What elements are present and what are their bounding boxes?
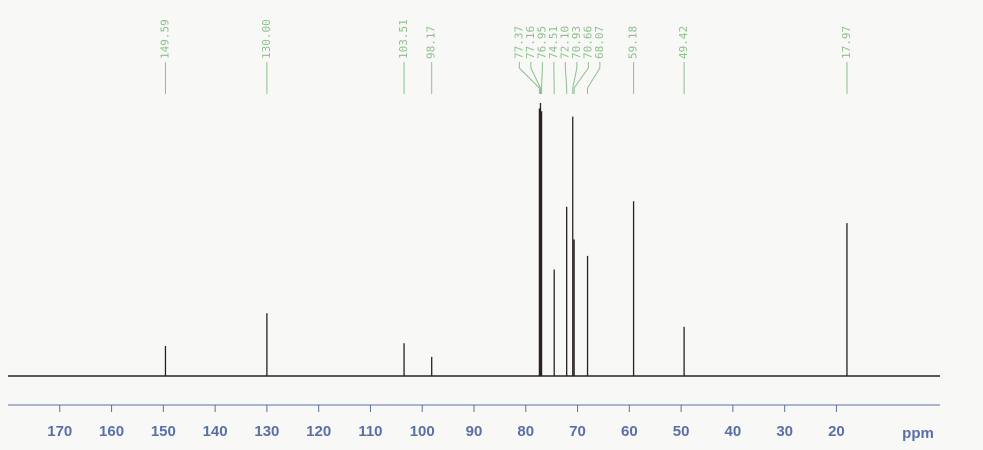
x-axis-label: ppm [902, 425, 934, 442]
peak-label: 74.51 [547, 26, 560, 59]
peak-label: 49.42 [677, 26, 690, 59]
x-tick-label: 130 [254, 423, 279, 440]
x-tick-label: 110 [358, 423, 382, 440]
x-tick-label: 50 [673, 423, 690, 440]
peak-label: 77.37 [512, 26, 525, 59]
peak-label: 149.59 [158, 19, 171, 59]
x-tick-label: 100 [410, 423, 435, 440]
peak-leader [541, 62, 543, 94]
peak-label: 17.97 [840, 26, 853, 59]
x-tick-label: 120 [306, 423, 331, 440]
peak-leader [518, 62, 540, 94]
x-tick-label: 20 [828, 423, 845, 440]
x-tick-label: 70 [569, 423, 586, 440]
x-tick-label: 30 [776, 423, 793, 440]
peak-leader [572, 62, 578, 94]
x-tick-label: 80 [517, 423, 534, 440]
peak-leader [530, 62, 541, 94]
peak-label: 72.10 [558, 26, 571, 59]
peak-label: 70.93 [570, 26, 583, 59]
peak-leader [564, 62, 568, 94]
peak-label: 77.16 [524, 26, 537, 59]
peak-label: 98.17 [425, 26, 438, 59]
x-tick-label: 150 [151, 423, 176, 440]
x-tick-label: 90 [466, 423, 483, 440]
peak-label: 59.18 [627, 26, 640, 59]
x-tick-label: 140 [203, 423, 228, 440]
peak-label: 70.66 [581, 26, 594, 59]
x-tick-label: 40 [725, 423, 742, 440]
peak-leader [587, 62, 601, 94]
x-tick-label: 160 [99, 423, 124, 440]
peak-leader [573, 62, 589, 94]
peak-label: 130.00 [260, 19, 273, 59]
x-tick-label: 170 [47, 423, 72, 440]
peak-label: 76.95 [535, 26, 548, 59]
peak-label: 103.51 [397, 19, 410, 59]
x-tick-label: 60 [621, 423, 638, 440]
peak-label: 68.07 [593, 26, 606, 59]
